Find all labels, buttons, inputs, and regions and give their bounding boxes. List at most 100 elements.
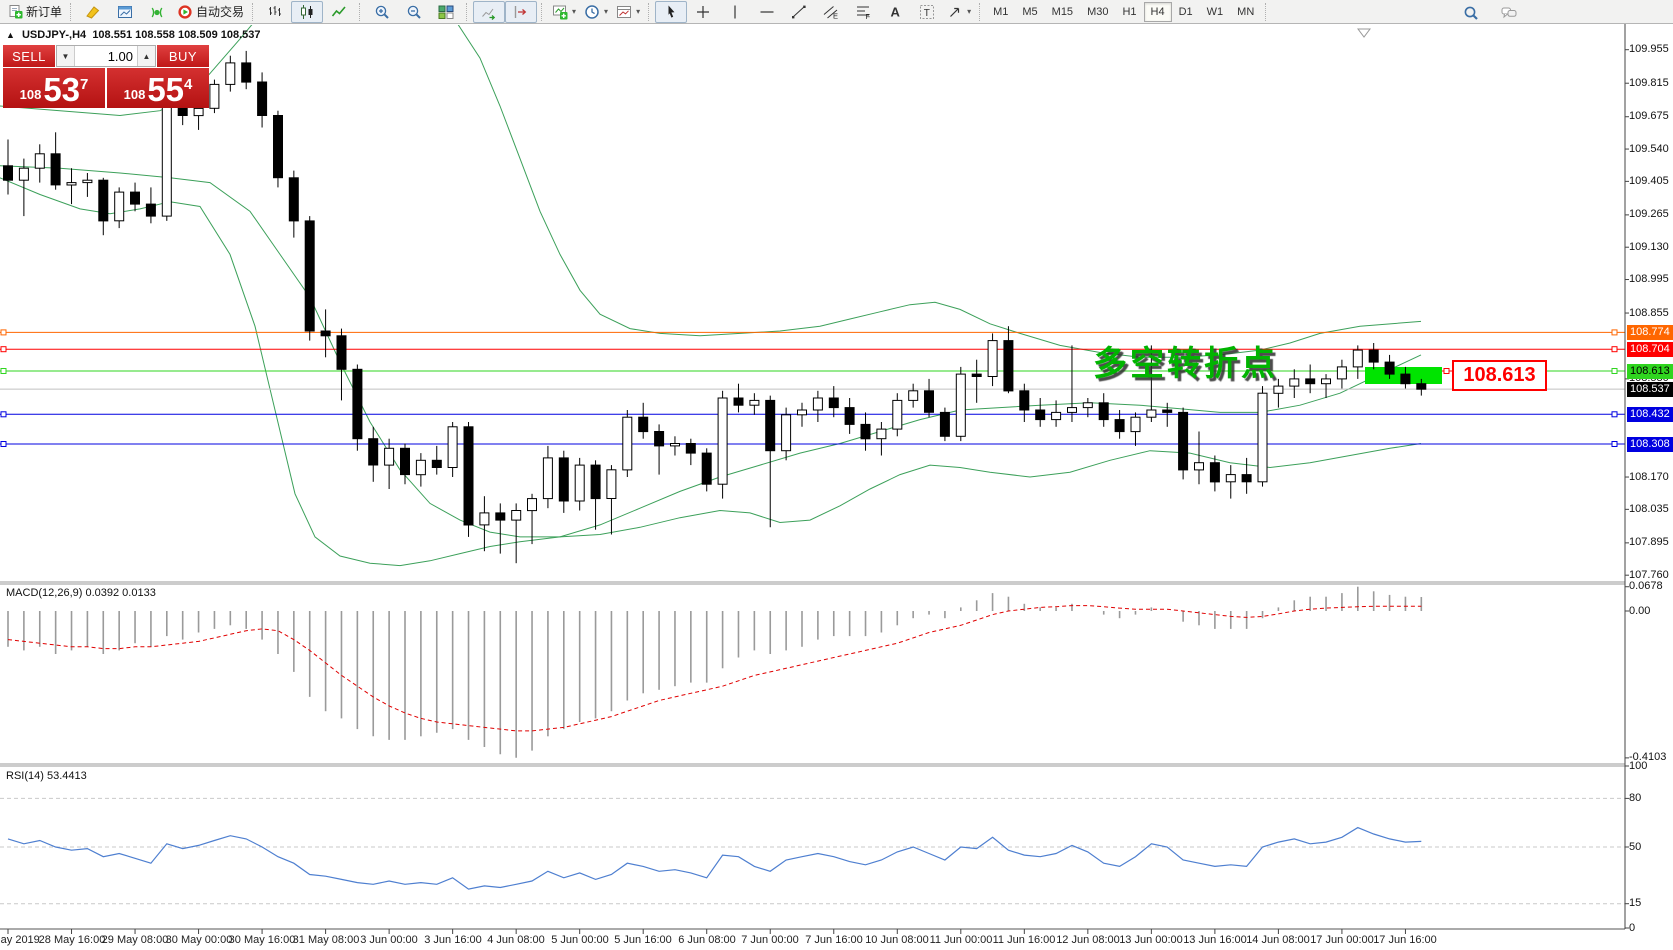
candle-body	[590, 464, 601, 500]
candle-body	[1098, 402, 1109, 421]
callout-anchor[interactable]	[1443, 368, 1450, 374]
candle-body	[1400, 373, 1411, 385]
timeframe-m1[interactable]: M1	[993, 5, 1009, 18]
candle-chart-button[interactable]	[291, 0, 324, 23]
text-label-button[interactable]: T	[911, 1, 943, 23]
equidistant-channel-button[interactable]: E	[815, 1, 847, 23]
candlestick	[765, 395, 776, 528]
timeframe-m15[interactable]: M15	[1051, 5, 1074, 18]
candlestick	[66, 168, 77, 205]
fibonacci-icon: F	[857, 6, 871, 20]
new-order-button[interactable]: 新订单	[3, 1, 66, 23]
horizontal-line-button[interactable]	[751, 1, 783, 23]
level-handle-left[interactable]	[0, 346, 7, 353]
candlestick	[225, 55, 236, 92]
buy-price-display[interactable]: 108 55 4	[107, 68, 209, 108]
fibonacci-button[interactable]: F	[847, 1, 879, 23]
zoom-out-button[interactable]	[398, 1, 430, 23]
candlestick	[1114, 410, 1125, 439]
level-handle-right[interactable]	[1611, 346, 1618, 353]
timeframe-m5[interactable]: M5	[1022, 5, 1038, 18]
buy-button[interactable]: BUY	[157, 45, 209, 67]
indicators-button[interactable]: ▾	[548, 1, 580, 23]
buy-price-sup: 4	[184, 76, 193, 93]
chevron-down-icon[interactable]: ▾	[967, 7, 972, 16]
level-handle-right[interactable]	[1611, 368, 1618, 374]
collapse-panel-icon[interactable]: ▲	[6, 30, 15, 40]
timeframe-w1[interactable]: W1	[1206, 5, 1224, 18]
chart-shift-button[interactable]	[505, 0, 538, 23]
candlestick	[908, 383, 919, 408]
candlestick	[812, 390, 823, 422]
templates-button[interactable]: ▾	[612, 1, 644, 23]
highlight-button[interactable]	[77, 1, 109, 23]
timeframe-mn[interactable]: MN	[1237, 5, 1255, 18]
candlestick	[527, 493, 537, 545]
timeframe-d1[interactable]: D1	[1178, 5, 1193, 18]
candlestick	[1336, 359, 1347, 389]
level-handle-left[interactable]	[0, 441, 7, 447]
candle-body	[1416, 383, 1427, 390]
chevron-down-icon[interactable]: ▾	[604, 7, 609, 16]
crosshair-button[interactable]	[687, 1, 719, 23]
level-handle-left[interactable]	[0, 411, 7, 418]
buy-price-base: 108	[123, 87, 146, 102]
bar-chart-button[interactable]	[259, 1, 291, 23]
level-handle-left[interactable]	[0, 368, 7, 374]
new-order-button-label: 新订单	[26, 5, 63, 19]
news-window-button[interactable]	[109, 1, 141, 23]
candlestick	[670, 436, 680, 456]
arrows-button[interactable]: ▾	[943, 1, 975, 23]
level-handle-right[interactable]	[1611, 329, 1618, 336]
time-axis-label: 31 May 08:00	[292, 934, 360, 946]
chevron-down-icon[interactable]: ▾	[636, 7, 641, 16]
autotrading-button[interactable]: 自动交易	[173, 1, 248, 23]
candlestick	[1162, 402, 1173, 427]
sell-price-display[interactable]: 108 53 7	[3, 68, 105, 108]
macd-tick-label: 0.0678	[1629, 580, 1663, 592]
candle-body	[384, 447, 395, 466]
candlestick	[1225, 465, 1236, 499]
text-button[interactable]: A	[879, 1, 911, 23]
volume-increase-button[interactable]: ▲	[137, 46, 155, 66]
signals-icon	[151, 7, 163, 17]
volume-input[interactable]	[75, 46, 137, 66]
arrows-icon	[950, 7, 960, 17]
bar-chart-icon	[269, 5, 282, 16]
candle-body	[273, 115, 283, 179]
sell-button[interactable]: SELL	[3, 45, 55, 67]
zoom-in-button[interactable]	[366, 1, 398, 23]
candlestick	[400, 443, 410, 485]
timeframe-m30[interactable]: M30	[1087, 5, 1109, 18]
time-axis-label: 28 May 2019	[0, 934, 40, 946]
timeframe-h1[interactable]: H1	[1122, 5, 1137, 18]
candlestick	[542, 445, 553, 509]
tile-windows-button[interactable]	[430, 1, 462, 23]
price-callout-box[interactable]: 108.613	[1452, 360, 1547, 391]
timeframe-h4[interactable]: H4	[1143, 1, 1172, 22]
chat-button[interactable]	[1493, 2, 1525, 24]
cursor-button[interactable]	[655, 0, 688, 23]
toolbar-separator	[541, 2, 544, 21]
search-button[interactable]	[1455, 2, 1487, 24]
candle-body	[304, 220, 315, 332]
ohlc-values: 108.551 108.558 108.509 108.537	[92, 29, 261, 41]
chevron-down-icon[interactable]: ▾	[572, 7, 577, 16]
candle-body	[1019, 390, 1030, 411]
periods-button[interactable]: ▾	[580, 1, 612, 23]
auto-scroll-button[interactable]	[473, 0, 506, 23]
auto-scroll-icon	[482, 8, 496, 20]
level-handle-right[interactable]	[1611, 441, 1618, 447]
candle-body	[685, 443, 696, 454]
vertical-line-button[interactable]	[719, 1, 751, 23]
trendline-button[interactable]	[783, 1, 815, 23]
level-handle-left[interactable]	[0, 329, 7, 336]
bid-price-tag: 108.537	[1627, 382, 1673, 397]
volume-decrease-button[interactable]: ▼	[57, 46, 75, 66]
level-handle-right[interactable]	[1611, 411, 1618, 418]
candlestick	[717, 390, 728, 499]
time-axis-label: 3 Jun 16:00	[424, 934, 482, 946]
signals-button[interactable]	[141, 1, 173, 23]
chart-text-annotation[interactable]: 多空转折点	[1093, 345, 1278, 383]
line-chart-button[interactable]	[323, 1, 355, 23]
